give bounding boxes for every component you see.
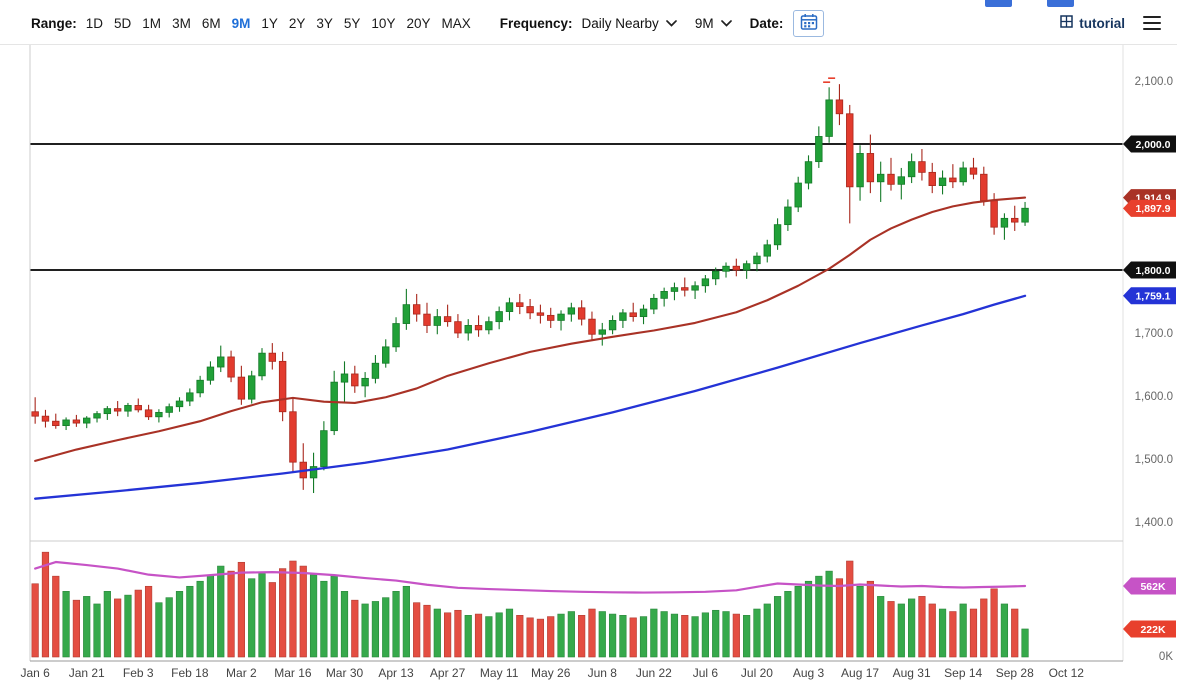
svg-text:Sep 14: Sep 14 [944, 666, 982, 680]
svg-text:Jul 6: Jul 6 [693, 666, 719, 680]
period-value: 9M [694, 15, 714, 31]
svg-text:222K: 222K [1140, 624, 1166, 636]
range-options: 1D 5D 1M 3M 6M 9M 1Y 2Y 3Y 5Y 10Y 20Y MAX [86, 16, 482, 31]
volume-bars [31, 551, 1029, 658]
date-label: Date: [749, 15, 784, 31]
svg-text:1,759.1: 1,759.1 [1135, 291, 1170, 303]
date-picker-button[interactable] [793, 9, 825, 37]
chevron-down-icon [665, 19, 677, 27]
svg-text:1,400.0: 1,400.0 [1135, 517, 1173, 529]
svg-text:1,700.0: 1,700.0 [1135, 328, 1173, 340]
plot-borders [29, 45, 1124, 662]
volume-flags: 562K 222K [1123, 577, 1176, 638]
candlestick-chart[interactable]: 2,100.0 1,700.0 1,600.0 1,500.0 1,400.0 0K Jan… [0, 45, 1177, 688]
range-option-6m[interactable]: 6M [201, 15, 221, 31]
range-option-5d[interactable]: 5D [114, 15, 132, 31]
svg-text:1,897.9: 1,897.9 [1135, 203, 1170, 215]
svg-text:May 26: May 26 [531, 666, 571, 680]
range-option-1m[interactable]: 1M [142, 15, 162, 31]
svg-text:1,600.0: 1,600.0 [1135, 391, 1173, 403]
svg-text:Feb 18: Feb 18 [171, 666, 209, 680]
svg-text:0K: 0K [1159, 651, 1173, 663]
range-label: Range: [31, 15, 77, 31]
svg-text:Jan 21: Jan 21 [69, 666, 105, 680]
range-option-1y[interactable]: 1Y [261, 15, 278, 31]
svg-text:Apr 27: Apr 27 [430, 666, 466, 680]
tutorial-label: tutorial [1079, 15, 1125, 31]
frequency-value: Daily Nearby [581, 15, 659, 31]
calendar-icon [800, 13, 818, 34]
svg-text:Mar 30: Mar 30 [326, 666, 364, 680]
svg-text:562K: 562K [1140, 581, 1166, 593]
contract-high-marker [823, 77, 836, 83]
range-option-20y[interactable]: 20Y [406, 15, 431, 31]
range-option-3y[interactable]: 3Y [316, 15, 333, 31]
svg-text:1,800.0: 1,800.0 [1135, 265, 1170, 277]
range-option-2y[interactable]: 2Y [288, 15, 306, 31]
toolbar: Range: 1D 5D 1M 3M 6M 9M 1Y 2Y 3Y 5Y 10Y 20Y MAX Fre… [0, 5, 1177, 41]
svg-text:May 11: May 11 [480, 666, 519, 680]
svg-text:Jul 20: Jul 20 [741, 666, 773, 680]
range-option-9m[interactable]: 9M [231, 15, 251, 31]
range-option-max[interactable]: MAX [441, 15, 471, 31]
date-axis-labels: Jan 6 Jan 21 Feb 3 Feb 18 Mar 2 Mar 16 Mar 30 A… [20, 666, 1084, 680]
svg-text:2,100.0: 2,100.0 [1135, 76, 1173, 88]
chart-area: 2,100.0 1,700.0 1,600.0 1,500.0 1,400.0 0K Jan… [0, 44, 1177, 688]
volume-ma-line [34, 560, 1027, 594]
period-select[interactable]: 9M [695, 16, 732, 31]
partial-button-2[interactable] [1047, 0, 1074, 7]
svg-text:Aug 3: Aug 3 [793, 666, 825, 680]
range-option-5y[interactable]: 5Y [343, 15, 361, 31]
frequency-label: Frequency: [499, 15, 573, 31]
price-ma-slow-line [34, 294, 1027, 500]
menu-icon[interactable] [1141, 14, 1163, 33]
svg-text:Mar 2: Mar 2 [226, 666, 257, 680]
partial-button-1[interactable] [985, 0, 1012, 7]
svg-text:2,000.0: 2,000.0 [1135, 139, 1170, 151]
svg-text:Aug 17: Aug 17 [841, 666, 879, 680]
tutorial-link[interactable]: tutorial [1060, 15, 1125, 31]
price-flags: 2,000.01,914.91,897.91,800.01,759.1 [1123, 135, 1176, 305]
svg-text:Mar 16: Mar 16 [274, 666, 312, 680]
svg-text:Jun 22: Jun 22 [636, 666, 672, 680]
range-option-3m[interactable]: 3M [172, 15, 191, 31]
chevron-down-icon [720, 19, 732, 27]
horizontal-price-lines [30, 143, 1123, 271]
svg-text:Oct 12: Oct 12 [1049, 666, 1085, 680]
price-ma-fast-line [34, 196, 1027, 462]
price-axis-labels: 2,100.0 1,700.0 1,600.0 1,500.0 1,400.0 0K [1135, 76, 1174, 663]
svg-text:1,500.0: 1,500.0 [1135, 454, 1173, 466]
svg-text:Sep 28: Sep 28 [996, 666, 1034, 680]
svg-text:Jun 8: Jun 8 [588, 666, 618, 680]
frequency-select[interactable]: Daily Nearby [582, 16, 677, 31]
tutorial-icon [1060, 15, 1073, 31]
svg-text:Apr 13: Apr 13 [378, 666, 414, 680]
range-option-1d[interactable]: 1D [85, 15, 104, 31]
svg-text:Feb 3: Feb 3 [123, 666, 154, 680]
candles [31, 84, 1029, 494]
toolbar-right: tutorial [1060, 14, 1177, 33]
svg-text:Aug 31: Aug 31 [893, 666, 931, 680]
svg-text:Jan 6: Jan 6 [20, 666, 50, 680]
range-option-10y[interactable]: 10Y [371, 15, 396, 31]
